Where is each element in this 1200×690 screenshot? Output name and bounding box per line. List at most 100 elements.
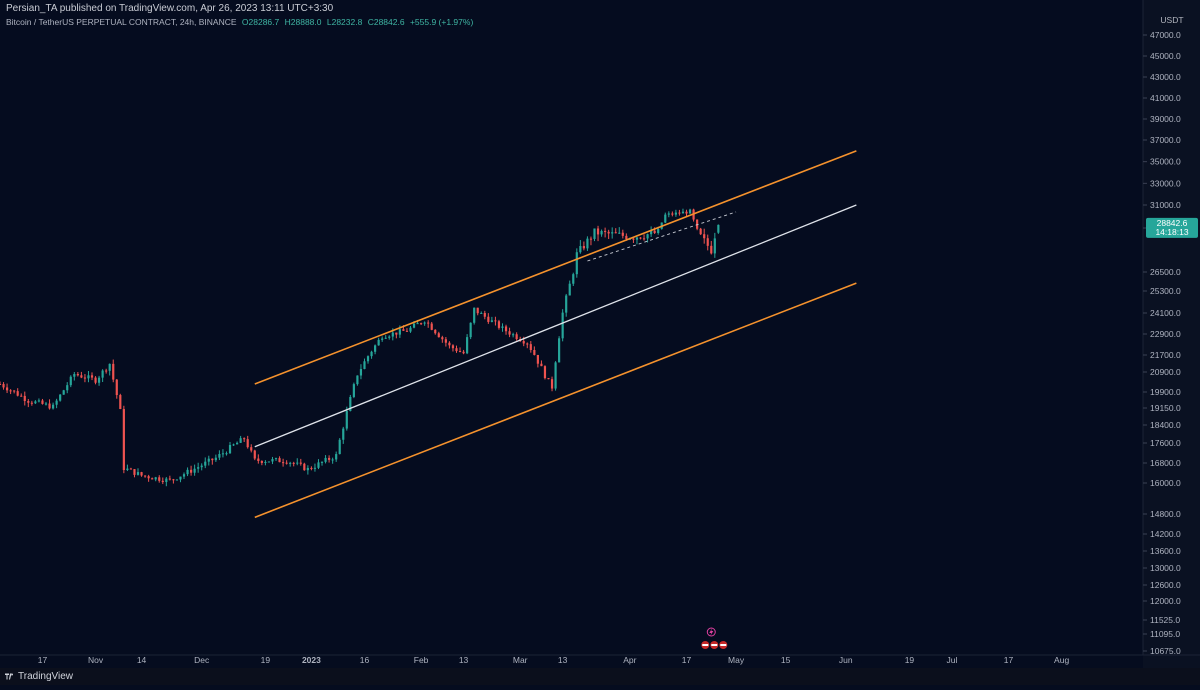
publisher-line: Persian_TA published on TradingView.com,…: [6, 3, 334, 14]
channel-upper-line: [254, 150, 857, 385]
candle-body: [108, 363, 111, 371]
candle-body: [303, 463, 306, 471]
candle-body: [589, 238, 593, 240]
price-tick-label: 11095.0: [1150, 629, 1180, 639]
candle-body: [274, 458, 278, 460]
candle-body: [579, 246, 582, 253]
candle-body: [381, 338, 384, 340]
candle-body: [189, 469, 193, 473]
candle-body: [487, 316, 490, 322]
candle-body: [285, 462, 288, 464]
price-tick-label: 33000.0: [1150, 178, 1181, 188]
candle-body: [243, 438, 246, 440]
candle-body: [625, 235, 628, 240]
tradingview-brand[interactable]: TradingView: [18, 671, 74, 682]
candle-body: [713, 238, 716, 254]
candle-body: [650, 230, 653, 235]
price-tick-label: 19900.0: [1150, 387, 1181, 397]
candle-body: [550, 379, 554, 389]
candle-body: [395, 332, 398, 335]
candle-body: [158, 477, 161, 481]
candle-body: [317, 462, 320, 468]
time-tick-label: Apr: [623, 655, 636, 665]
dashed-trend-line: [587, 211, 737, 262]
price-tick-label: 14800.0: [1150, 509, 1181, 519]
candle-body: [529, 344, 532, 350]
candle-body: [186, 469, 189, 475]
candle-body: [671, 213, 674, 215]
candle-body: [536, 354, 539, 364]
candle-body: [94, 377, 97, 383]
candle-body: [632, 238, 635, 240]
candle-body: [179, 476, 182, 480]
flag-event-stripe: [711, 644, 718, 646]
candle-body: [501, 326, 504, 328]
candle-body: [688, 209, 692, 214]
candle-body: [16, 391, 19, 396]
candle-body: [310, 467, 313, 469]
candle-body: [681, 211, 685, 214]
candle-body: [253, 450, 256, 459]
candle-body: [664, 214, 667, 223]
candle-body: [646, 234, 649, 239]
candle-body: [409, 327, 412, 332]
candle-body: [147, 476, 150, 479]
candle-body: [554, 362, 557, 389]
candle-body: [204, 461, 207, 466]
candle-body: [76, 374, 79, 376]
time-tick-label: Jun: [839, 655, 853, 665]
candle-body: [657, 228, 660, 234]
candle-body: [458, 351, 462, 353]
candle-body: [292, 462, 295, 464]
candle-body: [232, 444, 235, 446]
candle-body: [271, 459, 274, 462]
candle-body: [9, 390, 12, 392]
candle-body: [87, 375, 90, 379]
candle-body: [504, 326, 508, 332]
candle-body: [515, 334, 518, 340]
candle-body: [246, 439, 249, 448]
candle-body: [533, 349, 536, 355]
candle-body: [359, 369, 363, 376]
candle-body: [168, 478, 171, 480]
price-tick-label: 19150.0: [1150, 403, 1181, 413]
candle-body: [197, 467, 200, 469]
candle-body: [221, 453, 225, 455]
tradingview-logo-icon[interactable]: [5, 672, 15, 681]
price-tick-label: 31000.0: [1150, 200, 1181, 210]
candle-body: [342, 428, 345, 440]
candle-body: [250, 447, 253, 451]
candle-body: [497, 321, 501, 328]
candle-body: [122, 409, 125, 471]
candle-body: [522, 341, 525, 344]
candle-body: [558, 338, 561, 363]
candle-body: [575, 252, 578, 275]
candle-body: [490, 320, 493, 322]
time-tick-label: Feb: [414, 655, 429, 665]
price-tick-label: 25300.0: [1150, 286, 1181, 296]
candle-body: [642, 238, 646, 240]
candle-body: [494, 320, 497, 322]
time-tick-label: 13: [459, 655, 469, 665]
price-tick-label: 11525.0: [1150, 615, 1180, 625]
time-tick-label: Aug: [1054, 655, 1069, 665]
candle-body: [451, 345, 455, 349]
candle-body: [582, 246, 585, 249]
candle-body: [44, 403, 48, 405]
price-tick-label: 12000.0: [1150, 596, 1181, 606]
last-price-label: 28842.6: [1157, 218, 1188, 228]
candle-body: [73, 374, 76, 377]
candle-body: [402, 329, 405, 331]
lightning-bolt-icon: [709, 628, 714, 636]
candle-body: [674, 212, 677, 215]
candle-body: [59, 394, 62, 401]
candle-body: [420, 323, 423, 325]
candle-body: [136, 472, 140, 475]
candle-body: [614, 232, 617, 234]
candle-body: [140, 472, 143, 476]
candle-body: [105, 370, 108, 372]
candle-body: [172, 479, 175, 481]
candle-body: [27, 401, 30, 403]
